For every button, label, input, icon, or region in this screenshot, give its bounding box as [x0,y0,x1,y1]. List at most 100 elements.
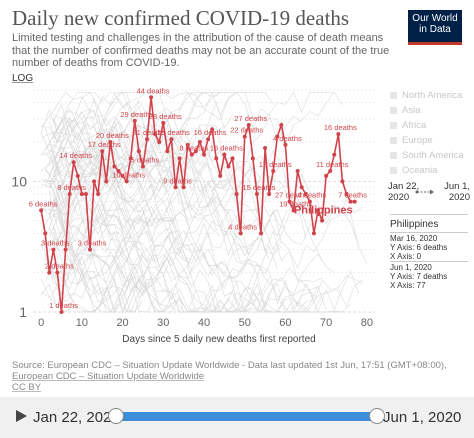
x-tick-label: 60 [279,317,291,329]
x-axis-label: Days since 5 daily new deaths first repo… [122,334,315,344]
data-point [206,137,211,142]
data-label: 27 deaths [234,114,267,123]
data-point [287,199,292,204]
timeline-start-handle[interactable] [108,408,124,424]
legend-item[interactable]: Asia [390,103,464,118]
background-country-line [44,143,250,256]
data-label: 17 deaths [88,140,121,149]
info-divider [390,232,468,233]
background-country-line [44,91,323,261]
license-label[interactable]: CC BY [12,382,42,393]
data-point [145,137,149,142]
logo-line-1: Our World [412,13,458,24]
legend-item[interactable]: Europe [390,133,464,148]
play-icon[interactable] [14,409,30,423]
x-tick-label: 80 [361,317,373,329]
data-point [193,149,198,154]
data-point [275,134,280,139]
legend-item[interactable]: Africa [390,118,464,133]
background-country-line [41,125,188,196]
data-point [96,191,101,196]
data-label: 6 deaths [29,199,58,208]
data-point [71,160,76,165]
data-label: 15 deaths [157,128,190,137]
data-point [149,95,154,100]
timeline-end-handle[interactable] [369,408,385,424]
background-country-line [53,114,225,192]
source-line-2[interactable]: European CDC – Situation Update Worldwid… [12,371,205,382]
data-label: 5 deaths [131,155,160,164]
data-label: 4 deaths [273,134,302,143]
data-point [311,231,316,236]
data-label: 16 deaths [324,123,357,132]
data-label: 44 deaths [137,86,170,95]
legend-swatch [390,107,397,114]
chart-title: Daily new confirmed COVID-19 deaths [12,6,350,30]
data-label: 21 deaths [133,128,166,137]
legend-item[interactable]: Oceania [390,163,464,178]
timeline-end-label: Jun 1, 2020 [383,409,462,426]
data-label: 9 deaths [163,176,192,185]
data-point [226,164,231,169]
data-point [283,142,288,147]
legend-label: Africa [402,120,427,131]
legend-label: South America [402,150,464,161]
data-point [328,168,333,173]
logo-line-2: in Data [419,24,451,35]
background-country-line [49,204,237,313]
background-country-line [44,127,282,313]
data-label: 8 deaths [57,183,86,192]
x-tick-label: 40 [198,317,210,329]
legend-swatch [390,167,397,174]
data-label: 16 deaths [210,144,243,153]
data-point [320,218,325,223]
data-point [51,247,56,252]
chart-subtitle: Limited testing and challenges in the at… [12,32,390,70]
legend-item[interactable]: North America [390,88,464,103]
data-point [161,120,166,125]
data-point [197,139,202,144]
log-scale-toggle[interactable]: LOG [12,73,34,84]
background-country-line [41,91,123,156]
background-country-line [48,213,229,314]
data-point [67,191,72,196]
line-chart: 1 10 0 10 20 30 40 50 60 70 80 Days since 5 daily n… [11,86,375,344]
background-country-line [48,100,140,143]
data-point [108,139,113,144]
background-country-line [53,199,282,297]
data-point [43,231,48,236]
data-label: 11 deaths [316,160,349,169]
data-point [112,164,117,169]
info-date: Jun 1, 2020 [390,263,432,272]
background-country-line [49,127,140,206]
data-point [352,199,357,204]
timeline-track[interactable] [116,412,375,421]
background-country-line [44,140,323,283]
data-point [140,164,145,169]
data-point [246,122,251,127]
legend-label: Oceania [402,165,438,176]
data-point [116,168,121,173]
data-label: 27 deaths [275,191,308,200]
background-country-line [53,156,323,313]
legend-item[interactable]: South America [390,148,464,163]
background-country-line [49,205,351,313]
x-tick-label: 70 [320,317,332,329]
data-point [59,310,64,314]
data-point [259,231,263,236]
background-country-line [53,226,144,313]
legend-swatch [390,92,397,99]
info-date: Mar 16, 2020 [390,234,438,243]
x-tick-label: 0 [38,317,44,329]
background-country-line [40,217,221,314]
data-point [120,173,125,178]
owid-logo[interactable]: Our World in Data [408,10,462,42]
data-point [185,142,190,147]
series-name-label: Philippines [294,205,353,217]
data-label: 10 deaths [112,170,145,179]
data-point [165,149,170,154]
data-label: 7 deaths [338,191,367,200]
data-point [291,208,296,213]
source-note: Source: European CDC – Situation Update … [12,360,462,393]
data-label: 12 deaths [259,160,292,169]
